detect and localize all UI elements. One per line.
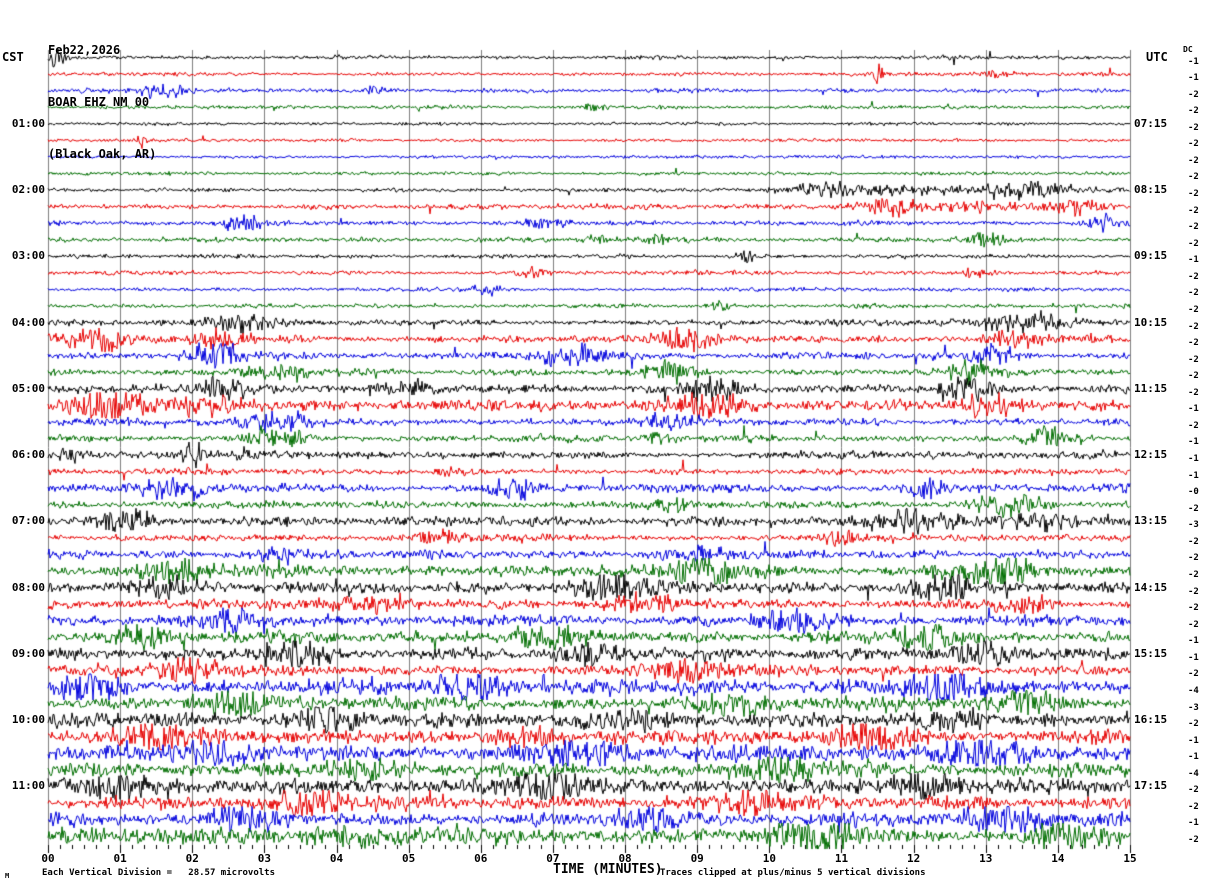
utc-axis-label: UTC xyxy=(1146,50,1168,64)
corner-mark: M xyxy=(5,872,10,880)
dc-offset-value: -1 xyxy=(1188,652,1199,663)
dc-offset-value: -2 xyxy=(1188,586,1199,597)
dc-offset-value: -2 xyxy=(1188,603,1199,614)
x-tick-label: 05 xyxy=(402,852,416,865)
x-tick-label: 02 xyxy=(185,852,199,865)
dc-offset-value: -2 xyxy=(1188,536,1199,547)
dc-offset-value: -2 xyxy=(1188,553,1199,564)
dc-offset-value: -2 xyxy=(1188,420,1199,431)
dc-offset-value: -2 xyxy=(1188,238,1199,249)
location-label: (Black Oak, AR) xyxy=(48,147,157,161)
scale-note: Each Vertical Division = 28.57 microvolt… xyxy=(42,868,275,878)
dc-offset-value: -1 xyxy=(1188,73,1199,84)
dc-offset-value: -2 xyxy=(1188,371,1199,382)
date-label: Feb22,2026 xyxy=(48,43,121,57)
utc-hour-label: 14:15 xyxy=(1134,580,1168,594)
cst-hour-label: 05:00 xyxy=(11,381,45,395)
utc-hour-label: 09:15 xyxy=(1134,249,1168,263)
dc-offset-value: -1 xyxy=(1188,437,1199,448)
dc-offset-value: -2 xyxy=(1188,304,1199,315)
dc-offset-value: -1 xyxy=(1188,752,1199,763)
x-tick-label: 09 xyxy=(690,852,704,865)
utc-hour-label: 10:15 xyxy=(1134,315,1168,329)
dc-offset-value: -3 xyxy=(1188,520,1199,531)
dc-offset-value: -1 xyxy=(1188,818,1199,829)
x-tick-label: 10 xyxy=(762,852,776,865)
x-axis-title: TIME (MINUTES) xyxy=(553,862,663,877)
dc-offset-value: -2 xyxy=(1188,835,1199,846)
dc-offset-value: -2 xyxy=(1188,785,1199,796)
cst-hour-label: 09:00 xyxy=(11,646,45,660)
dc-offset-value: -2 xyxy=(1188,271,1199,282)
dc-offset-value: -1 xyxy=(1188,255,1199,266)
dc-offset-value: -2 xyxy=(1188,801,1199,812)
x-tick-label: 12 xyxy=(906,852,921,865)
dc-offset-value: -2 xyxy=(1188,106,1199,117)
dc-offset-value: -2 xyxy=(1188,155,1199,166)
clip-note: Traces clipped at plus/minus 5 vertical … xyxy=(660,868,926,878)
cst-hour-label: 02:00 xyxy=(11,183,45,197)
dc-offset-value: -2 xyxy=(1188,719,1199,730)
x-tick-label: 06 xyxy=(474,852,488,865)
cst-hour-label: 11:00 xyxy=(11,779,45,793)
dc-offset-value: -2 xyxy=(1188,354,1199,365)
dc-axis-label: DC xyxy=(1183,45,1193,54)
cst-hour-label: 03:00 xyxy=(11,249,45,263)
dc-offset-value: -1 xyxy=(1188,735,1199,746)
station-label: BOAR EHZ NM 00 xyxy=(48,95,150,109)
dc-offset-value: -2 xyxy=(1188,338,1199,349)
dc-offset-value: -3 xyxy=(1188,702,1199,713)
cst-axis-label: CST xyxy=(2,50,24,64)
utc-hour-label: 15:15 xyxy=(1134,646,1168,660)
dc-offset-value: -2 xyxy=(1188,122,1199,133)
dc-offset-value: -1 xyxy=(1188,404,1199,415)
dc-offset-value: -2 xyxy=(1188,189,1199,200)
utc-hour-label: 08:15 xyxy=(1134,183,1168,197)
x-tick-label: 13 xyxy=(979,852,993,865)
dc-offset-value: -2 xyxy=(1188,619,1199,630)
dc-offset-value: -1 xyxy=(1188,470,1199,481)
x-tick-label: 04 xyxy=(329,852,344,865)
x-tick-label: 01 xyxy=(113,852,127,865)
x-tick-label: 15 xyxy=(1123,852,1137,865)
cst-hour-label: 06:00 xyxy=(11,448,45,462)
dc-offset-value: -2 xyxy=(1188,172,1199,183)
dc-offset-value: -0 xyxy=(1188,487,1199,498)
dc-offset-value: -2 xyxy=(1188,503,1199,514)
dc-offset-value: -2 xyxy=(1188,387,1199,398)
cst-hour-label: 08:00 xyxy=(11,580,45,594)
title-block: Feb22,2026 BOAR EHZ NM 00 (Black Oak, AR… xyxy=(48,5,156,199)
x-tick-label: 00 xyxy=(41,852,55,865)
dc-offset-value: -2 xyxy=(1188,669,1199,680)
utc-hour-label: 12:15 xyxy=(1134,448,1168,462)
dc-offset-value: -4 xyxy=(1188,768,1199,779)
dc-offset-value: -2 xyxy=(1188,288,1199,299)
x-tick-label: 08 xyxy=(618,852,632,865)
dc-offset-value: -2 xyxy=(1188,321,1199,332)
utc-hour-label: 07:15 xyxy=(1134,116,1168,130)
x-tick-label: 03 xyxy=(257,852,272,865)
cst-hour-label: 04:00 xyxy=(11,315,45,329)
utc-hour-label: 16:15 xyxy=(1134,713,1168,727)
utc-hour-label: 17:15 xyxy=(1134,779,1168,793)
x-tick-label: 07 xyxy=(546,852,560,865)
cst-hour-label: 10:00 xyxy=(11,713,45,727)
cst-hour-label: 07:00 xyxy=(11,514,45,528)
dc-offset-value: -2 xyxy=(1188,205,1199,216)
utc-hour-label: 13:15 xyxy=(1134,514,1168,528)
x-tick-label: 11 xyxy=(834,852,849,865)
x-tick-label: 14 xyxy=(1051,852,1065,865)
dc-offset-value: -2 xyxy=(1188,222,1199,233)
dc-offset-value: -1 xyxy=(1188,454,1199,465)
dc-offset-value: -1 xyxy=(1188,636,1199,647)
cst-hour-label: 01:00 xyxy=(11,116,45,130)
dc-offset-value: -2 xyxy=(1188,139,1199,150)
utc-hour-label: 11:15 xyxy=(1134,381,1168,395)
dc-offset-value: -2 xyxy=(1188,89,1199,100)
dc-offset-value: -4 xyxy=(1188,685,1199,696)
dc-offset-value: -1 xyxy=(1188,56,1199,67)
dc-offset-value: -2 xyxy=(1188,570,1199,580)
